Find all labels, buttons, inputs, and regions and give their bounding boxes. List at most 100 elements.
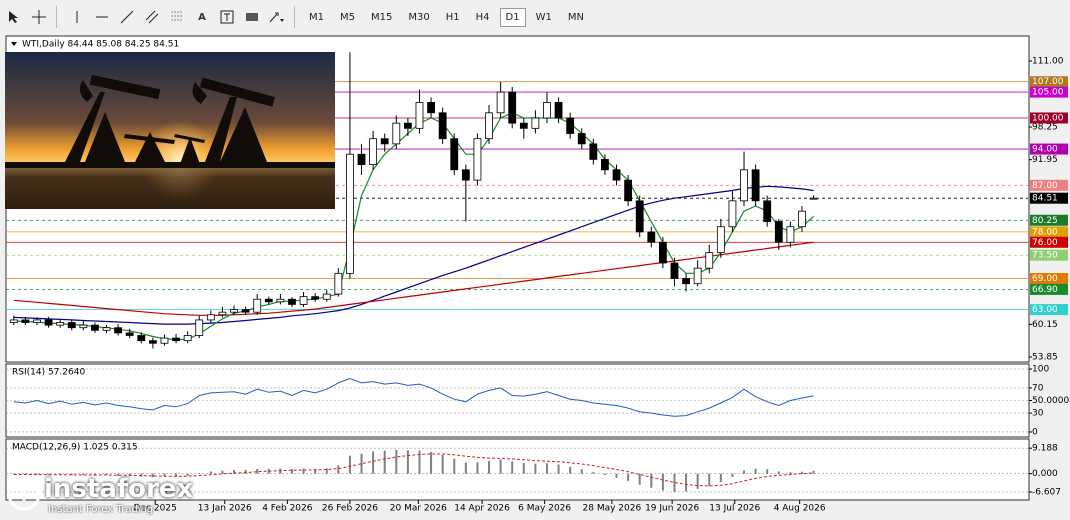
- candle-body: [137, 335, 146, 342]
- level-label: 69.00: [1032, 274, 1058, 284]
- cursor-tool[interactable]: [3, 6, 25, 28]
- timeframe-button[interactable]: M5: [340, 11, 355, 23]
- rsi-line: [13, 377, 814, 417]
- level-label: 100.00: [1032, 113, 1064, 123]
- candle-body: [601, 159, 609, 171]
- x-tick-label: 4 Aug 2026: [774, 504, 826, 514]
- text-tool[interactable]: A: [198, 11, 206, 23]
- level-label-box: [1030, 192, 1068, 204]
- signal-line: [13, 453, 814, 487]
- candle-body: [705, 252, 714, 269]
- candle-body: [264, 298, 273, 303]
- candle-body: [44, 319, 53, 326]
- timeframe-button[interactable]: H1: [445, 11, 460, 23]
- candle-body: [114, 327, 123, 334]
- candle-body: [473, 138, 482, 181]
- timeframe-button[interactable]: MN: [567, 11, 584, 23]
- candle-body: [33, 319, 41, 323]
- candle-body: [160, 337, 169, 344]
- candle-body: [693, 267, 702, 285]
- y-tick-label: 91.95: [1032, 155, 1058, 165]
- y-tick-label: 100: [1032, 365, 1049, 375]
- timeframe-button[interactable]: H4: [475, 11, 490, 23]
- candle-body: [508, 91, 517, 124]
- candle-body: [230, 309, 238, 313]
- candle-body: [276, 298, 285, 303]
- candle-body: [253, 298, 262, 313]
- candle-body: [751, 169, 760, 202]
- rect-tool[interactable]: [241, 6, 263, 28]
- timeframe-button[interactable]: M15: [371, 11, 393, 23]
- crosshair-tool[interactable]: [28, 6, 50, 28]
- arrow-tool[interactable]: [266, 6, 288, 28]
- trendline-tool[interactable]: [116, 6, 138, 28]
- vline-tool[interactable]: [66, 6, 88, 28]
- panel-title: WTI,Daily 84.44 85.08 84.25 84.51: [22, 40, 179, 50]
- candle-body: [67, 322, 76, 329]
- level-label-box: [1030, 273, 1068, 285]
- y-tick-label: 111.00: [1032, 57, 1064, 67]
- panel-title: MACD(12,26,9) 1.025 0.315: [12, 443, 138, 453]
- candle-body: [369, 138, 378, 165]
- candle-body: [183, 335, 192, 342]
- timeframe-button[interactable]: M30: [408, 11, 430, 23]
- panel: [5, 438, 1030, 501]
- level-label: 94.00: [1032, 145, 1058, 155]
- level-label-box: [1030, 143, 1068, 155]
- candle-body: [809, 197, 818, 200]
- level-label-box: [1030, 283, 1068, 295]
- label-tool[interactable]: [216, 6, 238, 28]
- y-tick-label: -6.607: [1032, 487, 1061, 497]
- level-label-box: [1030, 76, 1068, 88]
- x-tick-label: 20 Mar 2026: [390, 504, 447, 514]
- candle-body: [728, 200, 737, 228]
- candle-body: [21, 319, 30, 323]
- candle-body: [577, 133, 586, 145]
- candle-body: [450, 138, 459, 171]
- candle-body: [485, 112, 493, 140]
- y-tick-label: 98.25: [1032, 123, 1058, 133]
- candle-body: [102, 327, 111, 331]
- level-label: 76.00: [1032, 238, 1058, 248]
- candle-body: [543, 102, 551, 119]
- candle-body: [589, 143, 598, 160]
- candle-body: [519, 122, 528, 129]
- candle-body: [554, 102, 563, 119]
- watermark-tagline: Instant Forex Trading: [48, 504, 154, 515]
- x-tick-label: 14 Apr 2026: [454, 504, 510, 514]
- candle-body: [786, 226, 795, 243]
- level-label-box: [1030, 86, 1068, 98]
- x-tick-label: 19 Jun 2026: [645, 504, 699, 514]
- candle-body: [670, 262, 679, 279]
- y-tick-label: 70: [1032, 383, 1044, 393]
- watermark-brand: instaforex: [44, 474, 194, 504]
- candle-body: [531, 117, 540, 129]
- candle-body: [461, 169, 470, 181]
- fibo-tool[interactable]: [166, 6, 188, 28]
- timeframes: M1 M5 M15 M30 H1 H4 D1 W1 MN: [301, 7, 592, 27]
- watermark-logo: [7, 477, 41, 511]
- candle-body: [218, 311, 227, 316]
- timeframe-button[interactable]: W1: [535, 11, 552, 23]
- candle-body: [716, 226, 725, 254]
- candle-body: [380, 138, 389, 145]
- y-tick-label: 0: [1032, 427, 1038, 437]
- timeframe-button[interactable]: M1: [309, 11, 324, 23]
- y-tick-label: 50.0000: [1032, 396, 1069, 406]
- level-label-box: [1030, 179, 1068, 191]
- hline-tool[interactable]: [91, 6, 113, 28]
- level-label: 66.90: [1032, 285, 1058, 295]
- moving-average: [13, 185, 814, 325]
- timeframe-button[interactable]: D1: [499, 7, 526, 27]
- y-tick-label: 0.000: [1032, 469, 1058, 479]
- candle-body: [241, 309, 250, 313]
- candle-body: [624, 179, 633, 202]
- channel-tool[interactable]: [141, 6, 163, 28]
- level-label: 80.25: [1032, 216, 1058, 226]
- candle-body: [322, 293, 331, 300]
- x-tick-label: 26 Feb 2026: [322, 504, 378, 514]
- title-marker: [11, 42, 17, 46]
- level-label: 73.50: [1032, 251, 1058, 261]
- y-tick-label: 30: [1032, 409, 1044, 419]
